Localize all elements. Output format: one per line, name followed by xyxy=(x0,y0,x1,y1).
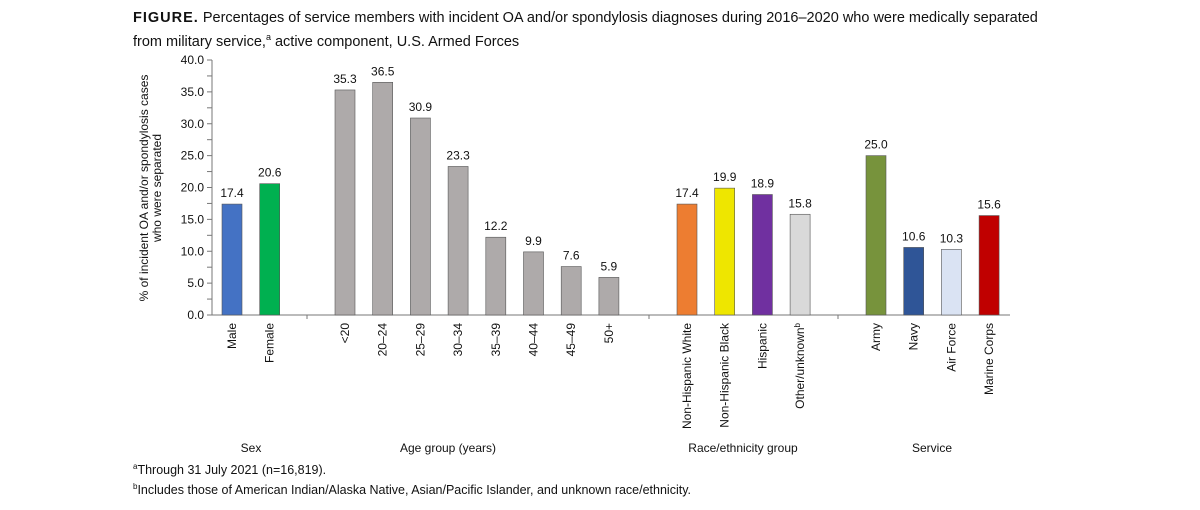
data-label: 36.5 xyxy=(371,64,395,78)
bar-non-hispanic-black xyxy=(714,187,736,316)
y-tick-label: 0.0 xyxy=(187,308,204,322)
x-tick-label: Air Force xyxy=(944,323,958,372)
bar-non-hispanic-white xyxy=(676,203,698,316)
x-tick-label: Navy xyxy=(907,323,921,350)
bar-marine-corps xyxy=(978,215,1000,316)
x-tick-label: 30–34 xyxy=(451,323,465,357)
x-tick-label: Army xyxy=(869,323,883,351)
y-tick-label: 15.0 xyxy=(181,212,205,226)
group-label: Age group (years) xyxy=(400,441,496,455)
data-label: 5.9 xyxy=(601,259,618,273)
y-tick-label: 5.0 xyxy=(187,276,204,290)
footnote-b: bIncludes those of American Indian/Alask… xyxy=(133,482,692,498)
data-label: 9.9 xyxy=(525,234,542,248)
data-label: 10.3 xyxy=(940,231,964,245)
x-tick-label: Female xyxy=(263,323,277,363)
bar-50- xyxy=(598,277,620,316)
bar-navy xyxy=(903,247,925,316)
x-tick-label: Hispanic xyxy=(755,323,769,369)
data-label: 10.6 xyxy=(902,229,926,243)
bar-hispanic xyxy=(752,194,773,316)
bar-female xyxy=(259,183,281,316)
group-label: Service xyxy=(912,441,952,455)
bar--20 xyxy=(334,89,356,316)
x-tick-label: Marine Corps xyxy=(982,323,996,395)
x-tick-label: <20 xyxy=(338,323,352,344)
x-tick-label: Non-Hispanic White xyxy=(680,323,694,429)
y-tick-label: 30.0 xyxy=(181,117,205,131)
bar-other-unknown xyxy=(789,213,811,316)
bar-40-44 xyxy=(523,251,544,316)
bar-air-force xyxy=(941,249,962,316)
bar-45-49 xyxy=(560,266,582,316)
bar-25-29 xyxy=(410,117,431,316)
data-label: 25.0 xyxy=(864,138,888,152)
bar-30-34 xyxy=(447,166,469,316)
data-label: 19.9 xyxy=(713,170,737,184)
data-label: 12.2 xyxy=(484,219,508,233)
data-label: 18.9 xyxy=(751,177,775,191)
y-tick-label: 10.0 xyxy=(181,244,205,258)
data-label: 35.3 xyxy=(333,72,357,86)
x-tick-label: 40–44 xyxy=(527,323,541,357)
x-tick-label: Male xyxy=(225,323,239,349)
y-tick-label: 20.0 xyxy=(181,181,205,195)
data-label: 20.6 xyxy=(258,166,282,180)
x-tick-label: 20–24 xyxy=(376,323,390,357)
bar-male xyxy=(221,203,243,316)
data-label: 23.3 xyxy=(446,148,470,162)
data-label: 17.4 xyxy=(220,186,244,200)
y-tick-label: 40.0 xyxy=(181,53,205,67)
group-label: Race/ethnicity group xyxy=(688,441,798,455)
x-tick-label: 35–39 xyxy=(489,323,503,357)
bar-army xyxy=(865,155,887,316)
figure-label: FIGURE. xyxy=(133,10,199,26)
y-tick-label: 25.0 xyxy=(181,149,205,163)
bar-20-24 xyxy=(372,82,394,316)
group-label: Sex xyxy=(241,441,262,455)
data-label: 30.9 xyxy=(409,100,433,114)
data-label: 17.4 xyxy=(675,186,699,200)
x-tick-label: Non-Hispanic Black xyxy=(718,322,732,428)
y-axis-label: % of incident OA and/or spondylosis case… xyxy=(137,75,164,302)
y-tick-label: 35.0 xyxy=(181,85,205,99)
x-tick-label: 25–29 xyxy=(413,323,427,357)
x-tick-label: Other/unknownb xyxy=(793,322,807,408)
data-label: 7.6 xyxy=(563,249,580,263)
data-label: 15.6 xyxy=(977,198,1001,212)
data-label: 15.8 xyxy=(788,196,812,210)
x-tick-label: 45–49 xyxy=(564,323,578,357)
figure-title: FIGURE. Percentages of service members w… xyxy=(133,10,1038,50)
x-tick-label: 50+ xyxy=(602,323,616,343)
bar-35-39 xyxy=(485,236,507,316)
footnote-a: aThrough 31 July 2021 (n=16,819). xyxy=(133,462,327,478)
